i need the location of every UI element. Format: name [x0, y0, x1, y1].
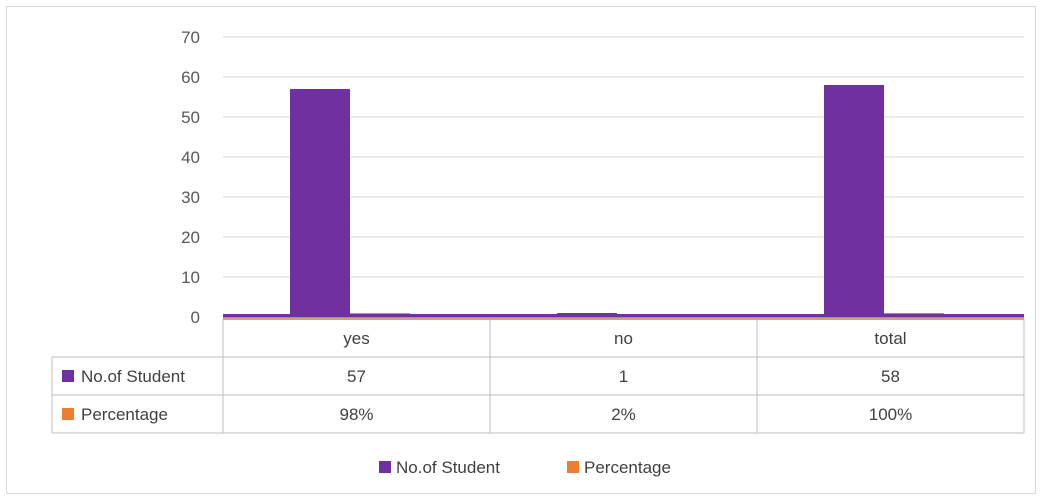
table-cell: 100% — [869, 405, 912, 424]
table-legend-key — [62, 408, 74, 420]
legend-label: Percentage — [584, 458, 671, 477]
y-tick-label: 60 — [181, 68, 200, 87]
bar-no-of-student-total — [824, 85, 884, 317]
y-tick-label: 70 — [181, 28, 200, 47]
table-series-name: No.of Student — [81, 367, 185, 386]
y-tick-label: 30 — [181, 188, 200, 207]
table-cell: 58 — [881, 367, 900, 386]
y-tick-label: 40 — [181, 148, 200, 167]
table-series-name: Percentage — [81, 405, 168, 424]
y-tick-label: 50 — [181, 108, 200, 127]
category-label: total — [874, 329, 906, 348]
bar-no-of-student-yes — [290, 89, 350, 317]
category-label: no — [614, 329, 633, 348]
legend-key — [567, 461, 579, 473]
gridlines — [223, 36, 1024, 278]
legend: No.of Student Percentage — [379, 458, 671, 477]
table-cell: 98% — [339, 405, 373, 424]
y-tick-label: 10 — [181, 268, 200, 287]
table-legend-key — [62, 370, 74, 382]
category-label: yes — [343, 329, 369, 348]
legend-label: No.of Student — [396, 458, 500, 477]
table-cell: 1 — [619, 367, 628, 386]
y-axis-ticks: 0 10 20 30 40 50 60 70 — [181, 28, 200, 327]
y-tick-label: 20 — [181, 228, 200, 247]
table-cell: 2% — [611, 405, 636, 424]
y-tick-label: 0 — [191, 308, 200, 327]
table-cell: 57 — [347, 367, 366, 386]
bars — [223, 85, 1024, 320]
legend-key — [379, 461, 391, 473]
data-table: yes no total No.of Student 57 1 58 Percentage 98… — [51, 318, 1025, 434]
